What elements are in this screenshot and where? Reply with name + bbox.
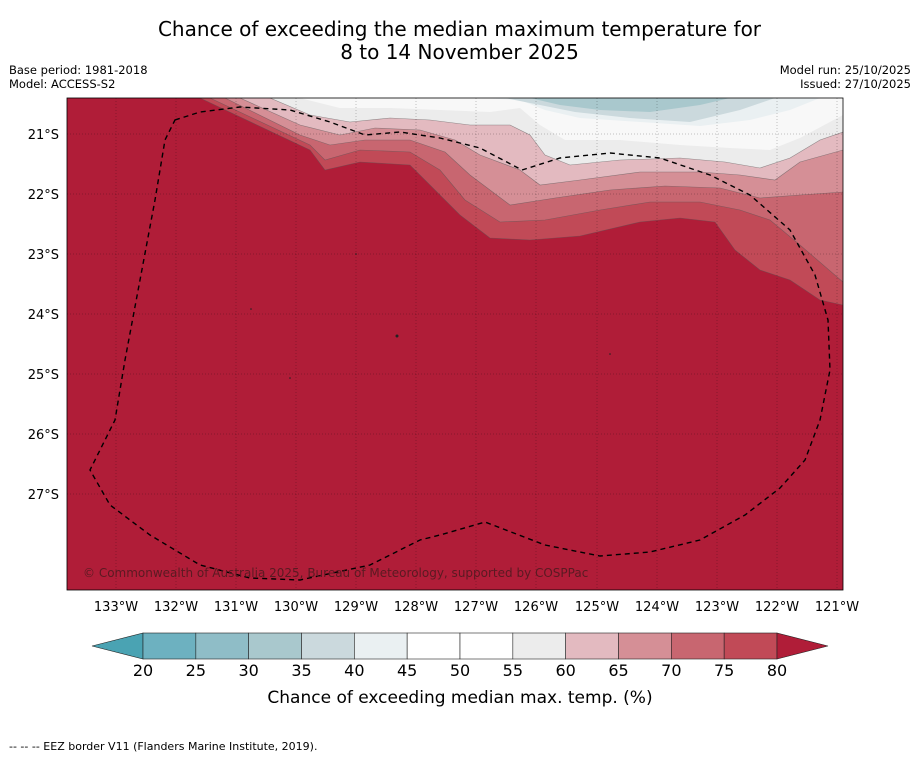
lat-label: 22°S xyxy=(28,188,59,203)
title-line-2: 8 to 14 November 2025 xyxy=(340,40,579,64)
model-run: Model run: 25/10/2025 xyxy=(779,63,911,77)
islands xyxy=(250,253,611,379)
colorbar-extend-high xyxy=(776,632,829,660)
colorbar-tick-label: 60 xyxy=(555,661,575,680)
lat-label: 23°S xyxy=(28,248,59,263)
issued-date: Issued: 27/10/2025 xyxy=(800,77,911,91)
colorbar-segments xyxy=(142,632,778,660)
colorbar-segment xyxy=(618,632,672,660)
colorbar-segment xyxy=(354,632,408,660)
graticule xyxy=(67,98,843,590)
lat-label: 25°S xyxy=(28,368,59,383)
colorbar-tick-label: 45 xyxy=(397,661,417,680)
colorbar-segment xyxy=(406,632,461,660)
latitude-labels: 21°S 22°S 23°S 24°S 25°S 26°S 27°S xyxy=(28,128,59,503)
meta-left: Base period: 1981-2018 Model: ACCESS-S2 xyxy=(9,63,148,91)
meta-right: Model run: 25/10/2025 Issued: 27/10/2025 xyxy=(780,63,911,91)
colorbar-title: Chance of exceeding median max. temp. (%… xyxy=(267,688,652,708)
eez-border xyxy=(89,106,831,581)
model-name: Model: ACCESS-S2 xyxy=(9,77,116,91)
contour-lines xyxy=(199,98,843,306)
map-frame xyxy=(66,97,844,591)
colorbar-tick-label: 55 xyxy=(503,661,523,680)
copyright-notice: © Commonwealth of Australia 2025, Bureau… xyxy=(83,566,588,580)
lon-label: 123°W xyxy=(695,600,739,615)
lon-label: 127°W xyxy=(454,600,498,615)
colorbar-tick-label: 40 xyxy=(344,661,364,680)
colorbar-segment xyxy=(459,632,514,660)
title-line-1: Chance of exceeding the median maximum t… xyxy=(157,17,762,41)
map-figure: © Commonwealth of Australia 2025, Bureau… xyxy=(28,97,859,708)
colorbar-segment xyxy=(671,632,725,660)
colorbar-segment xyxy=(248,632,302,660)
colorbar-segment xyxy=(565,632,619,660)
eez-footnote: -- -- -- EEZ border V11 (Flanders Marine… xyxy=(9,740,318,753)
probability-field: © Commonwealth of Australia 2025, Bureau… xyxy=(67,98,843,590)
lon-label: 122°W xyxy=(755,600,799,615)
colorbar-tick-label: 70 xyxy=(661,661,681,680)
colorbar-tick-label: 20 xyxy=(133,661,153,680)
lon-label: 128°W xyxy=(394,600,438,615)
lat-label: 24°S xyxy=(28,308,59,323)
lon-label: 125°W xyxy=(575,600,619,615)
lat-label: 21°S xyxy=(28,128,59,143)
lat-label: 26°S xyxy=(28,428,59,443)
lon-label: 130°W xyxy=(274,600,318,615)
colorbar-extend-low xyxy=(91,632,144,660)
lon-label: 132°W xyxy=(154,600,198,615)
colorbar-segment xyxy=(512,632,566,660)
colorbar-ticks: 20 25 30 35 40 45 50 55 60 65 70 75 80 xyxy=(133,661,787,680)
colorbar: 20 25 30 35 40 45 50 55 60 65 70 75 80 Chance of exc… xyxy=(91,632,829,708)
lon-label: 129°W xyxy=(334,600,378,615)
colorbar-tick-label: 30 xyxy=(238,661,258,680)
lon-label: 131°W xyxy=(214,600,258,615)
lon-label: 124°W xyxy=(635,600,679,615)
field-30-35 xyxy=(530,98,730,112)
base-period: Base period: 1981-2018 xyxy=(9,63,148,77)
colorbar-tick-label: 35 xyxy=(291,661,311,680)
lat-label: 27°S xyxy=(28,488,59,503)
colorbar-tick-label: 50 xyxy=(450,661,470,680)
colorbar-segment xyxy=(723,632,778,660)
chart-title: Chance of exceeding the median maximum t… xyxy=(0,18,919,64)
colorbar-tick-label: 80 xyxy=(767,661,787,680)
longitude-labels: 133°W 132°W 131°W 130°W 129°W 128°W 127°… xyxy=(94,600,859,615)
colorbar-segment xyxy=(142,632,197,660)
lon-label: 126°W xyxy=(514,600,558,615)
colorbar-tick-label: 75 xyxy=(714,661,734,680)
colorbar-segment xyxy=(301,632,355,660)
lon-label: 121°W xyxy=(815,600,859,615)
colorbar-tick-label: 25 xyxy=(186,661,206,680)
colorbar-tick-label: 65 xyxy=(608,661,628,680)
lon-label: 133°W xyxy=(94,600,138,615)
colorbar-segment xyxy=(195,632,249,660)
